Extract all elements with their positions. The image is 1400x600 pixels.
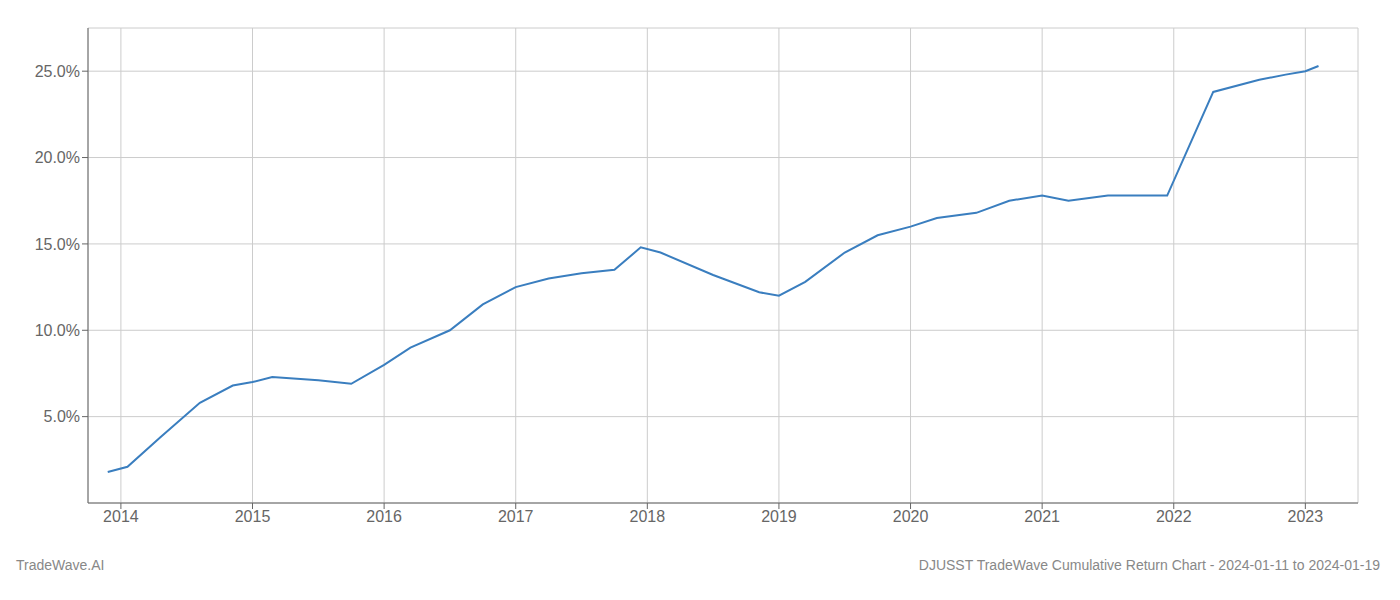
svg-text:15.0%: 15.0% [35, 236, 80, 253]
svg-text:2014: 2014 [103, 508, 139, 525]
svg-text:2015: 2015 [235, 508, 271, 525]
html-text:TradeWave.AI: TradeWave.AI [16, 557, 105, 573]
svg-text:5.0%: 5.0% [44, 408, 80, 425]
svg-text:2020: 2020 [893, 508, 929, 525]
svg-text:2018: 2018 [630, 508, 666, 525]
svg-text:2017: 2017 [498, 508, 534, 525]
svg-text:2022: 2022 [1156, 508, 1192, 525]
svg-text:2019: 2019 [761, 508, 797, 525]
svg-text:10.0%: 10.0% [35, 322, 80, 339]
svg-text:25.0%: 25.0% [35, 63, 80, 80]
html-text:DJUSST TradeWave Cumulative Re: DJUSST TradeWave Cumulative Return Chart… [918, 557, 1380, 573]
svg-text:2021: 2021 [1024, 508, 1060, 525]
svg-text:2023: 2023 [1288, 508, 1324, 525]
svg-text:20.0%: 20.0% [35, 149, 80, 166]
svg-text:2016: 2016 [366, 508, 402, 525]
